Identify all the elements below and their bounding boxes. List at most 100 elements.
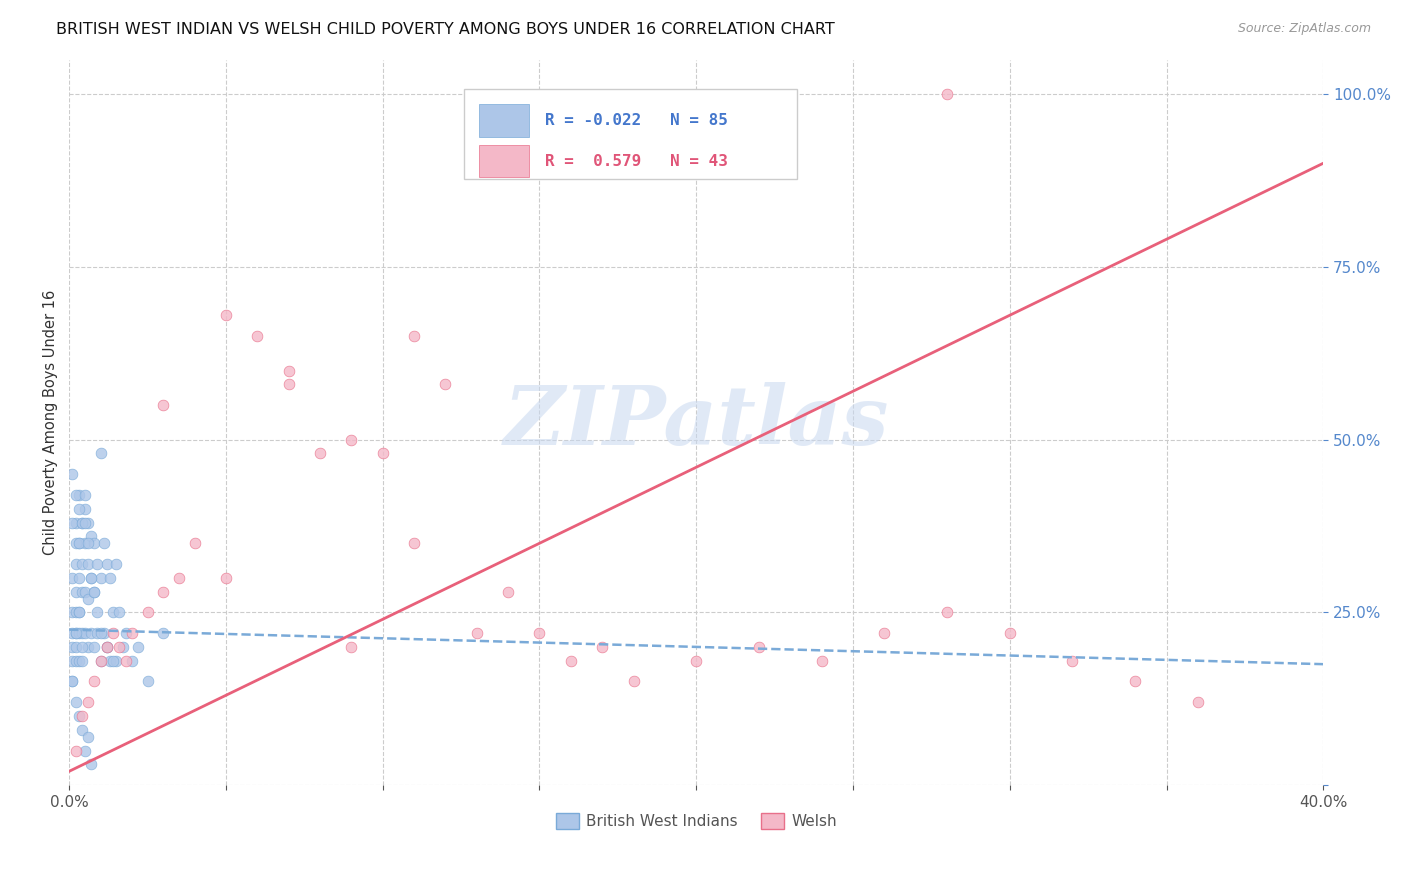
Text: R = -0.022   N = 85: R = -0.022 N = 85 <box>544 113 727 128</box>
Point <box>65 626 87 640</box>
Point <box>67 626 90 640</box>
Point <box>404 536 426 550</box>
Point <box>70 584 93 599</box>
Point <box>86 557 108 571</box>
Point <box>83 584 105 599</box>
Point <box>60 654 83 668</box>
Point <box>136 605 159 619</box>
Point <box>77 640 100 654</box>
Point <box>77 695 100 709</box>
Point <box>73 501 96 516</box>
Point <box>936 87 959 102</box>
Point <box>65 695 87 709</box>
Point <box>70 654 93 668</box>
Point <box>65 743 87 757</box>
Bar <box>479 145 530 178</box>
Point <box>67 536 90 550</box>
Point <box>93 626 115 640</box>
Point <box>90 654 112 668</box>
Point <box>114 626 136 640</box>
Point <box>80 626 103 640</box>
Point <box>215 308 238 322</box>
Point <box>127 640 149 654</box>
Point <box>152 584 174 599</box>
Point <box>96 640 118 654</box>
Point <box>60 605 83 619</box>
Point <box>560 654 582 668</box>
Point <box>70 557 93 571</box>
Text: R =  0.579   N = 43: R = 0.579 N = 43 <box>544 153 727 169</box>
Point <box>936 605 959 619</box>
Point <box>810 654 832 668</box>
Point <box>96 640 118 654</box>
Point <box>67 605 90 619</box>
Point <box>591 640 613 654</box>
Point <box>623 674 645 689</box>
Point <box>67 709 90 723</box>
Point <box>86 605 108 619</box>
Point <box>70 723 93 737</box>
Point <box>1062 654 1084 668</box>
Point <box>73 516 96 530</box>
Point <box>67 501 90 516</box>
Point <box>98 571 121 585</box>
Point <box>496 584 519 599</box>
Text: BRITISH WEST INDIAN VS WELSH CHILD POVERTY AMONG BOYS UNDER 16 CORRELATION CHART: BRITISH WEST INDIAN VS WELSH CHILD POVER… <box>56 22 835 37</box>
Point <box>90 626 112 640</box>
Point <box>371 446 394 460</box>
Point <box>121 654 143 668</box>
Point <box>65 605 87 619</box>
Point <box>80 529 103 543</box>
Text: ZIPatlas: ZIPatlas <box>503 383 889 462</box>
Point <box>111 640 134 654</box>
Point <box>93 536 115 550</box>
Point <box>108 640 131 654</box>
Point <box>101 654 124 668</box>
Point <box>685 654 707 668</box>
Point <box>65 640 87 654</box>
Point <box>1187 695 1209 709</box>
Point <box>152 626 174 640</box>
Point <box>60 674 83 689</box>
Point <box>67 571 90 585</box>
Point <box>90 446 112 460</box>
Point <box>105 557 128 571</box>
Point <box>60 674 83 689</box>
Point <box>101 605 124 619</box>
Point <box>101 626 124 640</box>
Point <box>77 591 100 606</box>
Point <box>108 605 131 619</box>
Point <box>86 626 108 640</box>
Point <box>60 516 83 530</box>
Point <box>65 536 87 550</box>
Point <box>67 536 90 550</box>
Point <box>83 640 105 654</box>
Point <box>77 557 100 571</box>
Point <box>65 488 87 502</box>
Point <box>65 557 87 571</box>
Point <box>1123 674 1146 689</box>
Point <box>98 654 121 668</box>
Point <box>70 626 93 640</box>
Point <box>309 446 332 460</box>
Point <box>434 377 457 392</box>
Point <box>65 516 87 530</box>
Point <box>60 571 83 585</box>
Point <box>67 654 90 668</box>
Legend: British West Indians, Welsh: British West Indians, Welsh <box>550 807 844 836</box>
Point <box>83 584 105 599</box>
Point <box>998 626 1021 640</box>
Point <box>404 329 426 343</box>
Point <box>167 571 190 585</box>
Point <box>529 626 551 640</box>
Point <box>90 571 112 585</box>
Point <box>83 536 105 550</box>
Point <box>83 674 105 689</box>
Point <box>277 377 299 392</box>
Point <box>96 557 118 571</box>
Point <box>73 626 96 640</box>
Point <box>80 571 103 585</box>
Point <box>105 654 128 668</box>
Point <box>96 640 118 654</box>
Point <box>60 640 83 654</box>
